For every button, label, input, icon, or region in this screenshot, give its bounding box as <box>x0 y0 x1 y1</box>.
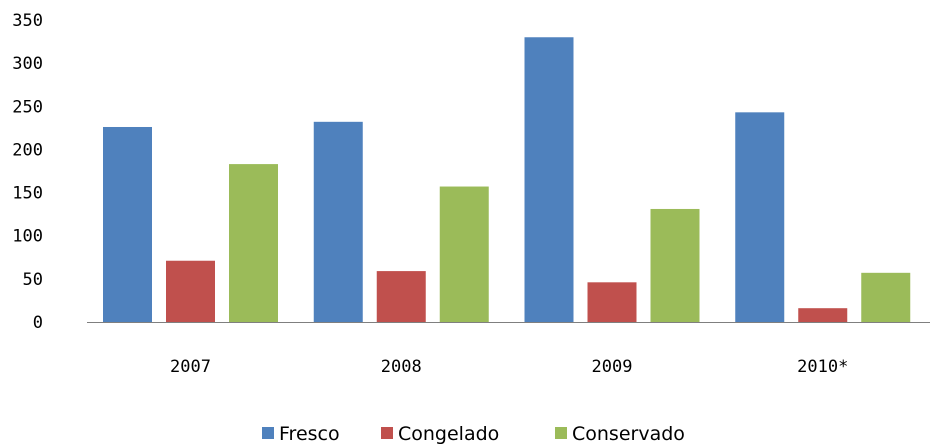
legend: Fresco Congelado Conservado <box>262 423 685 445</box>
bar-congelado-2009 <box>587 282 637 322</box>
y-tick-label: 100 <box>12 227 43 247</box>
y-tick-label: 0 <box>33 313 43 333</box>
bar-congelado-2008 <box>376 271 426 322</box>
legend-label-congelado: Congelado <box>398 423 499 445</box>
bar-conservado-2009 <box>650 208 700 322</box>
x-tick-label: 2010* <box>797 357 848 377</box>
y-tick-label: 350 <box>12 11 43 31</box>
bar-conservado-2010* <box>861 272 911 322</box>
y-axis-ticks: 0 50 100 150 200 250 300 350 <box>12 11 43 333</box>
legend-swatch-conservado <box>555 427 567 439</box>
x-tick-label: 2008 <box>381 357 422 377</box>
bar-fresco-2009 <box>524 37 574 322</box>
y-tick-label: 300 <box>12 54 43 74</box>
y-tick-label: 150 <box>12 184 43 204</box>
y-tick-label: 50 <box>23 270 43 290</box>
x-axis-ticks: 2007 2008 2009 2010* <box>170 357 848 377</box>
bar-conservado-2008 <box>439 186 489 322</box>
legend-swatch-congelado <box>381 427 393 439</box>
x-tick-label: 2007 <box>170 357 211 377</box>
legend-label-conservado: Conservado <box>572 423 685 445</box>
y-tick-label: 200 <box>12 140 43 160</box>
legend-label-fresco: Fresco <box>279 423 340 445</box>
x-tick-label: 2009 <box>592 357 633 377</box>
bar-congelado-2010* <box>798 308 848 322</box>
bar-fresco-2007 <box>103 126 152 322</box>
legend-swatch-fresco <box>262 427 274 439</box>
bar-fresco-2010* <box>735 112 785 322</box>
bar-congelado-2007 <box>166 260 215 322</box>
bar-conservado-2007 <box>229 164 278 322</box>
bar-fresco-2008 <box>313 121 363 323</box>
bars <box>103 37 911 323</box>
y-tick-label: 250 <box>12 97 43 117</box>
